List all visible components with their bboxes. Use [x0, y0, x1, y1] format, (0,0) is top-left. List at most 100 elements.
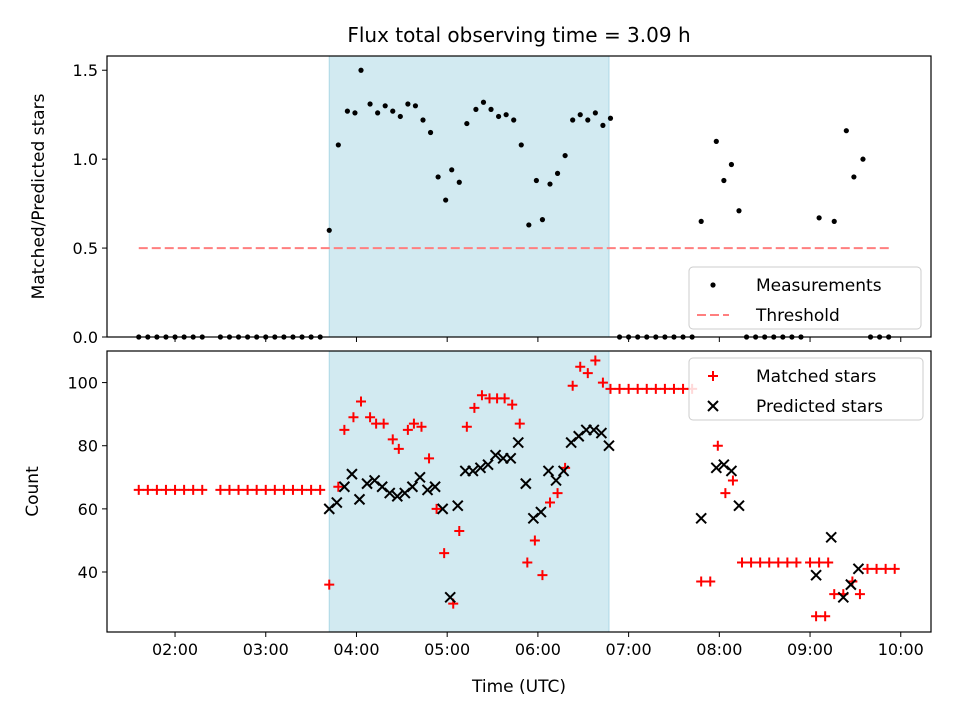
data-point — [603, 440, 615, 452]
y-axis-label: Matched/Predicted stars — [29, 93, 49, 299]
y-tick-label: 1.5 — [73, 61, 98, 80]
data-point — [384, 487, 396, 499]
data-point — [843, 128, 849, 134]
axes-frame — [106, 55, 932, 338]
data-point — [544, 497, 555, 508]
data-point — [860, 156, 866, 162]
axes-frame — [106, 350, 932, 633]
data-point — [871, 563, 882, 574]
legend-label: Matched stars — [756, 367, 876, 387]
legend-marker — [708, 371, 718, 381]
data-point — [650, 383, 661, 394]
data-point — [514, 418, 525, 429]
data-point — [452, 500, 464, 512]
data-point — [535, 506, 547, 518]
data-point — [678, 383, 689, 394]
legend-label: Measurements — [756, 276, 882, 296]
data-point — [668, 383, 679, 394]
data-point — [427, 129, 434, 136]
data-point — [495, 113, 502, 120]
data-point — [814, 557, 825, 568]
series-measurements — [136, 67, 892, 340]
data-point — [482, 458, 494, 471]
data-point — [242, 484, 253, 495]
data-point — [339, 424, 350, 435]
data-point — [405, 101, 411, 107]
legend: Measurements Threshold — [688, 266, 922, 330]
observing-interval-band — [328, 350, 610, 633]
data-point — [142, 484, 153, 495]
data-point — [829, 589, 840, 600]
x-tick-label: 09:00 — [787, 640, 833, 659]
x-tick-label: 05:00 — [424, 640, 470, 659]
data-point — [889, 563, 900, 574]
data-point — [346, 468, 358, 480]
x-tick-label: 08:00 — [696, 640, 742, 659]
data-point — [344, 108, 350, 114]
data-point — [862, 563, 873, 574]
data-point — [837, 591, 850, 603]
data-point — [197, 484, 208, 495]
data-point — [736, 208, 742, 214]
data-point — [582, 368, 593, 379]
data-point — [533, 177, 539, 184]
data-point — [511, 117, 517, 123]
data-point — [467, 465, 479, 477]
data-point — [390, 108, 396, 114]
data-point — [518, 142, 524, 148]
data-point — [333, 481, 344, 492]
data-point — [499, 393, 510, 404]
x-tick-label: 07:00 — [606, 640, 652, 659]
data-point — [435, 174, 441, 180]
series-matched-stars — [133, 355, 900, 622]
y-tick-label: 1.0 — [73, 150, 98, 169]
data-point — [324, 579, 335, 590]
data-point — [461, 421, 472, 432]
data-point — [520, 477, 532, 490]
data-point — [764, 557, 775, 568]
data-point — [489, 449, 502, 461]
data-point — [773, 557, 784, 568]
data-point — [696, 576, 707, 587]
y-tick-label: 80 — [78, 437, 98, 456]
data-point — [557, 465, 570, 477]
data-point — [851, 174, 857, 180]
data-point — [755, 557, 766, 568]
data-point — [522, 557, 533, 568]
data-point — [449, 167, 455, 173]
data-point — [387, 434, 398, 445]
data-point — [429, 481, 441, 493]
y-tick-label: 0.0 — [73, 328, 98, 347]
data-point — [698, 218, 704, 224]
data-point — [710, 462, 723, 474]
x-tick-label: 03:00 — [243, 640, 289, 659]
data-point — [805, 557, 816, 568]
data-point — [297, 484, 308, 495]
data-point — [331, 496, 343, 509]
data-point — [439, 548, 450, 559]
data-point — [854, 589, 865, 600]
data-point — [402, 424, 413, 435]
data-point — [712, 440, 723, 451]
data-point — [811, 611, 822, 622]
x-axis-label: Time (UTC) — [471, 677, 566, 697]
data-point — [539, 217, 546, 223]
legend-box — [688, 266, 922, 330]
data-point — [352, 110, 358, 116]
data-point — [507, 399, 518, 410]
data-point — [791, 557, 802, 568]
data-point — [746, 557, 757, 568]
series-predicted-stars — [323, 424, 865, 603]
data-point — [554, 170, 561, 176]
data-point — [632, 383, 643, 394]
data-point — [338, 481, 351, 493]
data-point — [348, 412, 359, 423]
data-point — [160, 484, 171, 495]
data-point — [406, 481, 419, 493]
y-tick-label: 0.5 — [73, 239, 98, 258]
data-point — [233, 484, 244, 495]
data-point — [474, 462, 487, 474]
data-point — [641, 383, 652, 394]
data-point — [823, 557, 834, 568]
